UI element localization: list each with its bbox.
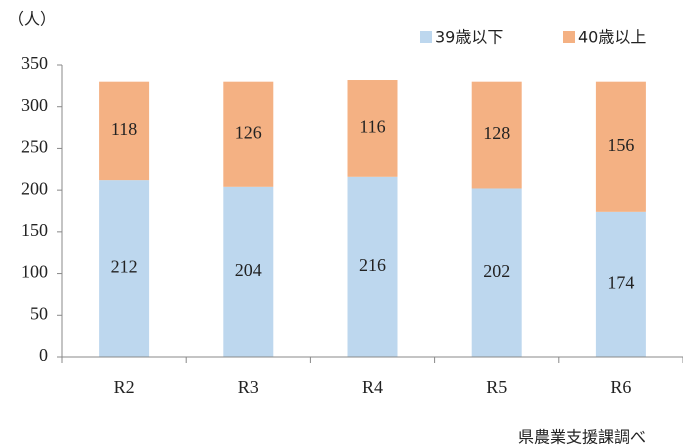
data-label: 204 [235,260,262,280]
data-label: 118 [111,119,137,139]
legend-swatch [563,31,575,43]
bar-segment [99,180,150,357]
data-label: 216 [359,255,386,275]
bar-segment [223,186,274,357]
y-tick-label: 100 [21,262,48,282]
legend-label: 39歳以下 [435,28,503,47]
x-tick-label: R2 [114,377,135,397]
x-tick-label: R6 [610,377,631,397]
y-tick-label: 350 [21,53,48,73]
y-tick-label: 300 [21,95,48,115]
x-tick-label: R3 [238,377,259,397]
y-tick-label: 50 [30,303,48,323]
unit-label: （人） [8,10,56,29]
data-label: 212 [111,257,138,277]
bar-segment [595,81,646,212]
y-tick-label: 250 [21,137,48,157]
data-label: 126 [235,122,262,142]
data-label: 202 [483,261,510,281]
y-tick-label: 200 [21,178,48,198]
data-label: 156 [607,135,634,155]
legend-label: 40歳以上 [578,28,646,47]
x-tick-label: R5 [486,377,507,397]
bar-segment [347,176,398,357]
data-label: 174 [607,273,634,293]
data-label: 116 [359,117,385,137]
bar-segment [223,81,274,187]
bar-segment [595,211,646,357]
y-tick-label: 150 [21,220,48,240]
y-tick-label: 0 [39,345,48,365]
bar-segment [471,81,522,189]
source-note: 県農業支援課調べ [518,428,646,447]
x-tick-label: R4 [362,377,383,397]
data-label: 128 [483,123,510,143]
legend-swatch [420,31,432,43]
bar-segment [99,81,150,181]
bar-segment [347,80,398,177]
bar-segment [471,188,522,357]
